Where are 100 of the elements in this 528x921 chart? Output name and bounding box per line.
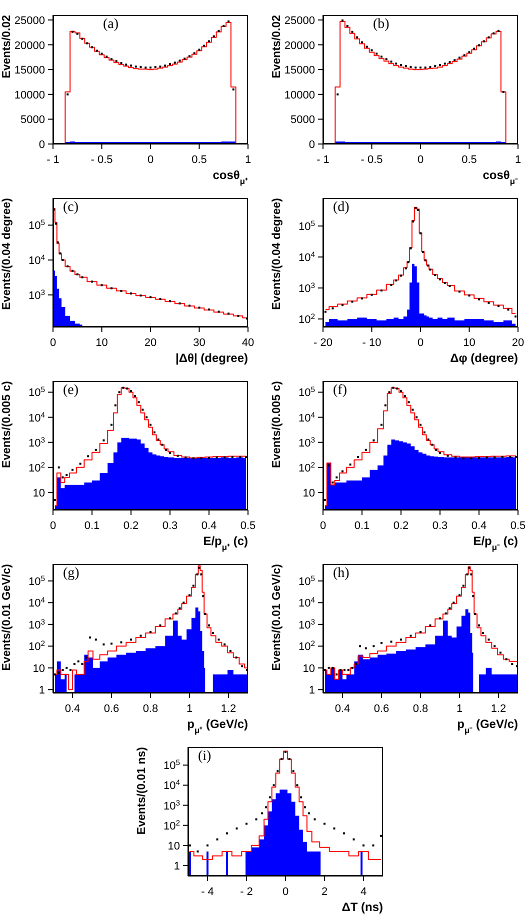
y-tick-label: 15000: [284, 64, 315, 77]
y-tick-label: 10$^{3}$: [28, 434, 45, 450]
x-tick-label: 1: [514, 154, 522, 166]
y-tick-label: 1: [38, 684, 45, 697]
y-axis-title: Events/(0.005 c): [271, 380, 283, 468]
x-tick-label: 0.5: [192, 154, 207, 166]
x-tick-label: 1.2: [490, 703, 506, 715]
annotation: (e): [63, 383, 79, 399]
y-tick-label: 10$^{4}$: [298, 249, 316, 264]
x-tick-label: 0.5: [462, 154, 477, 166]
y-tick-label: 1: [174, 860, 180, 873]
y-tick-label: 10$^{2}$: [298, 460, 315, 474]
y-tick-label: 10$^{2}$: [163, 818, 180, 832]
y-tick-label: 20000: [14, 40, 45, 52]
x-tick-label: 0.4: [334, 703, 350, 715]
x-tick-label: 30: [193, 337, 206, 349]
x-tick-label: - 0.5: [360, 154, 383, 166]
y-tick-label: 10$^{5}$: [28, 573, 45, 588]
y-tick-label: 10$^{2}$: [28, 638, 45, 654]
y-tick-label: 10$^{5}$: [163, 758, 180, 772]
x-tick-label: 2: [321, 886, 328, 898]
x-axis-title: ΔT (ns): [342, 900, 383, 914]
y-axis-title: Events/(0.04 degree): [271, 198, 283, 310]
x-tick-label: - 1: [316, 154, 330, 166]
x-axis-title: cosθ$_{μ⁻}$: [482, 168, 518, 186]
annotation: (h): [333, 566, 350, 582]
y-tick-label: 10$^{2}$: [298, 638, 315, 654]
x-tick-label: 0: [320, 520, 326, 532]
x-tick-label: 0.5: [240, 520, 256, 532]
y-tick-label: 10$^{3}$: [298, 434, 315, 450]
y-tick-label: 10$^{4}$: [28, 595, 46, 610]
y-tick-label: 10$^{4}$: [163, 778, 181, 792]
y-tick-label: 15000: [14, 64, 45, 77]
x-tick-label: 0.4: [201, 520, 217, 532]
x-tick-label: - 4: [201, 886, 214, 898]
y-tick-label: 0: [38, 139, 45, 151]
x-axis-title: |Δθ| (degree): [175, 351, 248, 365]
x-axis-title: E/p$_{μ⁺}$ (c): [203, 534, 248, 552]
annotation: (d): [333, 200, 350, 216]
y-tick-label: 10$^{5}$: [298, 218, 315, 233]
x-axis-title: E/p$_{μ⁻}$ (c): [473, 534, 518, 552]
x-tick-label: 0.3: [162, 520, 178, 532]
y-tick-label: 10$^{2}$: [28, 460, 45, 474]
y-tick-label: 10: [302, 487, 315, 500]
annotation: (a): [103, 17, 119, 33]
x-tick-label: 0.4: [471, 520, 487, 532]
y-tick-label: 10000: [14, 89, 45, 102]
x-tick-label: 20: [512, 337, 524, 349]
y-axis-title: Events/(0.005 c): [1, 380, 13, 468]
x-tick-label: 4: [360, 886, 367, 898]
y-tick-label: 10$^{5}$: [28, 384, 45, 400]
y-axis-title: Events/(0.01 GeV/c): [1, 564, 13, 671]
annotation: (f): [333, 383, 347, 399]
x-tick-label: 0.2: [123, 520, 139, 532]
x-tick-label: 0.4: [64, 703, 80, 715]
y-tick-label: 20000: [284, 40, 315, 52]
x-tick-label: 40: [242, 337, 254, 349]
y-tick-label: 10$^{3}$: [28, 287, 45, 302]
x-tick-label: 0: [417, 154, 424, 166]
y-tick-label: 10$^{3}$: [163, 798, 180, 812]
x-axis-title: cosθ$_{μ⁺}$: [212, 168, 248, 186]
y-tick-label: 10$^{4}$: [28, 410, 46, 424]
y-tick-label: 10$^{4}$: [298, 595, 316, 610]
x-tick-label: - 20: [314, 337, 332, 349]
y-tick-label: 10000: [284, 89, 315, 102]
y-tick-label: 25000: [284, 14, 315, 27]
annotation: (i): [198, 749, 212, 765]
x-tick-label: - 2: [240, 886, 253, 898]
x-tick-label: 0.1: [84, 520, 100, 532]
x-axis-title: Δφ (degree): [450, 351, 518, 365]
annotation: (b): [373, 17, 390, 33]
y-tick-label: 10$^{3}$: [298, 280, 315, 295]
y-tick-label: 10: [302, 662, 315, 675]
y-tick-label: 10$^{4}$: [28, 252, 46, 268]
x-tick-label: - 0.5: [90, 154, 113, 166]
x-tick-label: 0.1: [354, 520, 370, 532]
x-tick-label: 10: [96, 337, 108, 349]
x-tick-label: 1: [456, 703, 463, 715]
x-tick-label: - 10: [362, 337, 382, 349]
y-tick-label: 10$^{4}$: [298, 410, 316, 424]
y-axis-title: Events/(0.01 GeV/c): [271, 564, 283, 671]
y-tick-label: 10$^{3}$: [28, 616, 45, 632]
y-tick-label: 10$^{3}$: [298, 616, 315, 632]
x-tick-label: 1: [186, 703, 193, 715]
x-tick-label: 0.8: [142, 703, 158, 715]
x-tick-label: 0: [50, 337, 56, 349]
y-axis-title: Events/0.02: [271, 15, 283, 78]
x-axis-title: p$_{μ⁺}$ (GeV/c): [187, 717, 248, 735]
x-tick-label: - 1: [46, 154, 60, 166]
y-tick-label: 25000: [14, 14, 45, 27]
x-tick-label: 0.5: [510, 520, 526, 532]
x-tick-label: 0: [147, 154, 154, 166]
y-tick-label: 10: [168, 840, 180, 852]
x-tick-label: 0.3: [432, 520, 448, 532]
x-tick-label: 0: [50, 520, 56, 532]
x-tick-label: 1.2: [220, 703, 236, 715]
y-tick-label: 0: [308, 139, 315, 151]
y-tick-label: 10$^{2}$: [298, 311, 315, 326]
x-axis-title: p$_{μ⁻}$ (GeV/c): [457, 717, 518, 735]
x-tick-label: 0.8: [412, 703, 428, 715]
